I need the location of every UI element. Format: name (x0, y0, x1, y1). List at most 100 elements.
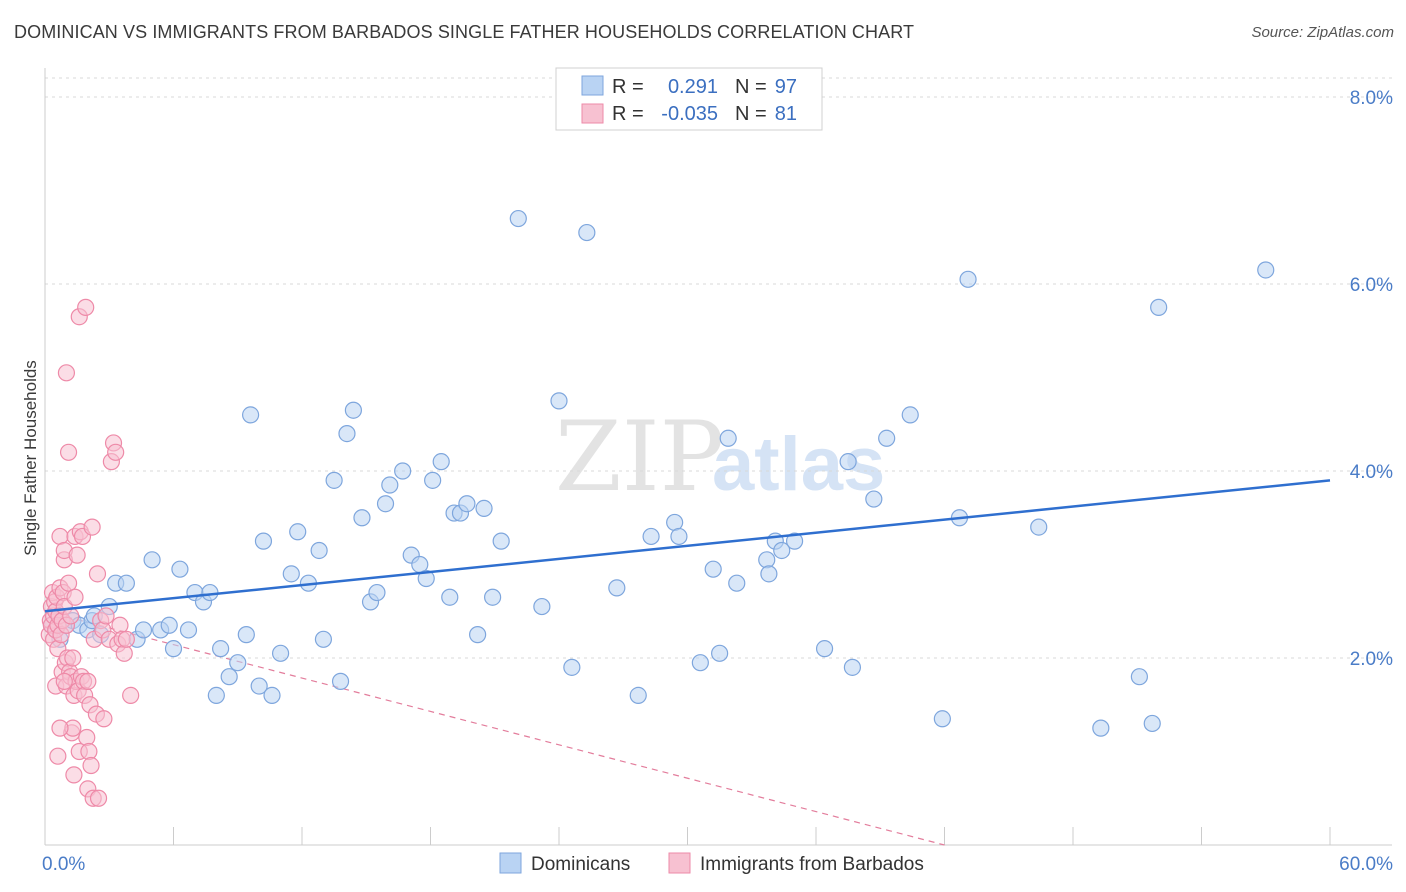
point-barbados (55, 672, 73, 690)
point-dominicans (289, 523, 307, 541)
point-barbados (49, 747, 67, 765)
point-barbados (59, 574, 78, 592)
point-dominicans (458, 495, 476, 513)
point-dominicans (933, 710, 951, 728)
legend-n-value-1: 97 (775, 76, 797, 98)
point-dominicans (220, 668, 238, 686)
y-tick-labels: 2.0% 4.0% 6.0% 8.0% (1350, 88, 1393, 670)
point-barbados (95, 710, 113, 728)
y-tick-label: 2.0% (1350, 649, 1393, 670)
point-dominicans (533, 597, 551, 616)
point-dominicans (785, 532, 804, 550)
point-barbados (83, 518, 101, 536)
point-dominicans (325, 471, 343, 489)
point-dominicans (839, 453, 857, 471)
point-dominicans (143, 551, 161, 569)
point-barbados (122, 686, 140, 705)
trend-line-barbados (44, 610, 945, 846)
point-dominicans (254, 532, 273, 550)
point-dominicans (179, 621, 198, 639)
point-dominicans (164, 640, 183, 658)
legend-r-label-1: R = (612, 76, 644, 98)
legend-n-label-1: N = (735, 76, 767, 98)
point-dominicans (550, 392, 568, 410)
watermark-atlas: atlas (712, 422, 885, 507)
y-axis-label: Single Father Households (21, 360, 40, 556)
point-dominicans (563, 658, 581, 676)
chart-source: Source: ZipAtlas.com (1251, 24, 1394, 41)
point-barbados (66, 588, 84, 606)
point-barbados (115, 644, 133, 662)
point-dominicans (237, 626, 255, 644)
point-dominicans (229, 654, 247, 672)
point-barbados (77, 298, 95, 316)
point-dominicans (1092, 719, 1110, 737)
point-dominicans (578, 223, 596, 242)
point-dominicans (424, 471, 442, 489)
point-dominicans (381, 476, 399, 494)
legend-swatch-barbados (581, 103, 604, 124)
point-dominicans (314, 630, 333, 648)
point-dominicans (670, 527, 688, 546)
point-dominicans (441, 588, 459, 606)
point-dominicans (432, 453, 450, 471)
bottom-legend-label-barbados: Immigrants from Barbados (700, 854, 924, 875)
point-dominicans (310, 541, 328, 560)
x-tick-labels: 0.0% 60.0% (42, 854, 1393, 875)
point-dominicans (134, 621, 153, 639)
point-barbados (89, 789, 108, 807)
point-dominicans (160, 616, 178, 634)
point-dominicans (394, 462, 412, 480)
point-dominicans (719, 429, 737, 447)
point-dominicans (417, 569, 435, 588)
y-tick-label: 4.0% (1350, 462, 1393, 483)
point-dominicans (959, 270, 977, 288)
point-dominicans (878, 429, 896, 447)
point-dominicans (117, 574, 135, 592)
x-tick-label: 60.0% (1339, 854, 1393, 875)
point-barbados (51, 719, 69, 737)
axes (44, 68, 1392, 846)
point-dominicans (271, 644, 290, 662)
legend-r-value-2: -0.035 (661, 103, 718, 125)
y-tick-label: 6.0% (1350, 275, 1393, 296)
point-dominicans (865, 490, 883, 508)
chart-title: DOMINICAN VS IMMIGRANTS FROM BARBADOS SI… (14, 22, 915, 42)
point-dominicans (608, 579, 626, 597)
point-dominicans (201, 583, 219, 602)
bottom-legend-swatch-barbados (668, 852, 691, 874)
legend-bottom: Dominicans Immigrants from Barbados (499, 852, 924, 875)
y-tick-label: 8.0% (1350, 88, 1393, 109)
point-dominicans (1143, 714, 1161, 733)
point-dominicans (263, 686, 281, 705)
point-dominicans (1150, 298, 1168, 316)
point-dominicans (475, 499, 493, 517)
point-barbados (107, 443, 125, 461)
legend-top: R = 0.291 N = 97 R = -0.035 N = 81 (555, 67, 823, 131)
point-dominicans (242, 406, 260, 424)
point-dominicans (1130, 668, 1148, 686)
point-dominicans (1030, 518, 1048, 536)
point-dominicans (509, 209, 527, 228)
point-barbados (78, 728, 96, 747)
trend-lines-barbados (44, 610, 945, 846)
legend-r-label-2: R = (612, 103, 644, 125)
point-barbados (79, 672, 97, 690)
bottom-legend-swatch-dominicans (499, 852, 522, 874)
point-dominicans (704, 560, 722, 578)
legend-r-value-1: 0.291 (668, 76, 718, 98)
point-dominicans (484, 588, 502, 606)
point-dominicans (728, 574, 746, 592)
points-barbados (40, 298, 140, 807)
watermark-zip: ZIP (555, 401, 724, 513)
point-dominicans (331, 672, 350, 690)
bottom-legend-label-dominicans: Dominicans (531, 854, 630, 875)
point-dominicans (691, 654, 709, 672)
point-dominicans (843, 658, 862, 676)
point-barbados (68, 546, 86, 564)
point-dominicans (815, 640, 834, 658)
point-dominicans (353, 509, 371, 527)
point-barbados (64, 649, 82, 667)
point-dominicans (171, 560, 189, 578)
